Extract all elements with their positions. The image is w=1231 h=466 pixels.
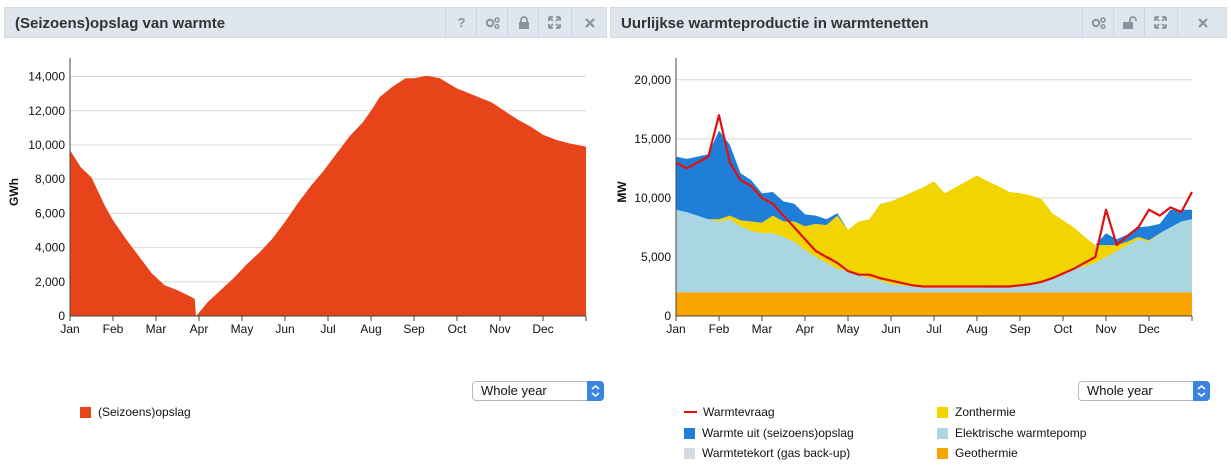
expand-button[interactable] — [1144, 8, 1176, 37]
legend-swatch — [684, 411, 697, 413]
legend-label: Warmtetekort (gas back-up) — [702, 446, 851, 460]
storage-panel: (Seizoens)opslag van warmte ? 0 2,000 4,00… — [4, 7, 607, 462]
x-tick-label: May — [837, 322, 860, 336]
settings-button[interactable] — [1082, 8, 1114, 37]
legend-item[interactable]: Warmte uit (seizoens)opslag — [684, 426, 854, 440]
legend-swatch — [80, 406, 91, 418]
unlock-icon — [1122, 16, 1137, 29]
y-tick-label: 12,000 — [28, 104, 65, 118]
legend-label: Zonthermie — [955, 405, 1016, 419]
legend-swatch — [937, 447, 948, 459]
legend-label: Warmtevraag — [703, 405, 775, 419]
y-tick-label: 2,000 — [35, 275, 65, 289]
legend-label: Elektrische warmtepomp — [955, 426, 1087, 440]
y-tick-label: 10,000 — [28, 138, 65, 152]
x-tick-label: Oct — [1054, 322, 1073, 336]
panel-header: (Seizoens)opslag van warmte ? — [4, 7, 607, 38]
y-tick-label: 20,000 — [634, 73, 671, 87]
legend-item[interactable]: Zonthermie — [937, 405, 1016, 419]
chevron-down-icon — [587, 381, 604, 401]
legend-item[interactable]: Elektrische warmtepomp — [937, 426, 1086, 440]
area-series — [676, 130, 1192, 246]
y-axis-label: MW — [615, 181, 629, 203]
x-tick-label: Dec — [1138, 322, 1159, 336]
legend-swatch — [937, 427, 948, 439]
close-button[interactable] — [571, 8, 607, 37]
y-tick-label: 15,000 — [634, 132, 671, 146]
legend-item[interactable]: Geothermie — [937, 446, 1018, 460]
x-tick-label: Oct — [448, 322, 467, 336]
area-series — [676, 175, 1192, 288]
panel-title: Uurlijkse warmteproductie in warmtenette… — [621, 15, 929, 32]
panel-header: Uurlijkse warmteproductie in warmtenette… — [610, 7, 1227, 38]
y-tick-label: 5,000 — [641, 250, 671, 264]
expand-icon — [1154, 16, 1167, 29]
y-tick-label: 8,000 — [35, 172, 65, 186]
x-tick-label: Sep — [403, 322, 425, 336]
legend-label: (Seizoens)opslag — [98, 405, 191, 419]
settings-button[interactable] — [476, 8, 508, 37]
x-tick-label: Aug — [360, 322, 381, 336]
x-tick-label: Apr — [796, 322, 815, 336]
production-chart: 0 5,000 10,000 15,000 20,000 Jan Feb Mar Apr May J… — [615, 58, 1193, 336]
x-tick-label: Mar — [146, 322, 167, 336]
x-tick-label: Apr — [190, 322, 209, 336]
y-tick-label: 0 — [664, 309, 671, 323]
x-tick-label: Aug — [966, 322, 987, 336]
unlock-button[interactable] — [1113, 8, 1145, 37]
x-tick-label: Jun — [881, 322, 900, 336]
x-tick-label: Jan — [60, 322, 79, 336]
x-tick-label: Feb — [103, 322, 124, 336]
settings-icon — [485, 16, 500, 29]
period-select[interactable]: Whole year — [1078, 381, 1210, 401]
legend-item[interactable]: Warmtevraag — [684, 405, 775, 419]
help-icon: ? — [457, 15, 466, 30]
y-tick-label: 10,000 — [634, 191, 671, 205]
legend-label: Geothermie — [955, 446, 1018, 460]
y-tick-label: 4,000 — [35, 241, 65, 255]
panel-title: (Seizoens)opslag van warmte — [15, 15, 226, 32]
settings-icon — [1091, 16, 1106, 29]
y-tick-label: 14,000 — [28, 70, 65, 84]
x-tick-label: Nov — [1095, 322, 1116, 336]
storage-chart: 0 2,000 4,000 6,000 8,000 10,000 12,000 14,000 J… — [7, 58, 587, 336]
lock-icon — [518, 16, 529, 29]
demand-line — [675, 114, 1193, 288]
legend-swatch — [937, 406, 948, 418]
expand-button[interactable] — [538, 8, 570, 37]
y-tick-label: 6,000 — [35, 206, 65, 220]
x-tick-label: Dec — [532, 322, 553, 336]
close-icon — [584, 17, 595, 28]
legend-swatch — [684, 447, 695, 459]
legend-swatch — [684, 427, 695, 439]
x-tick-label: Jun — [275, 322, 294, 336]
x-tick-label: Jan — [666, 322, 685, 336]
expand-icon — [548, 16, 561, 29]
area-series — [676, 292, 1192, 316]
close-icon — [1197, 17, 1208, 28]
production-panel: Uurlijkse warmteproductie in warmtenette… — [610, 7, 1227, 462]
x-tick-label: Feb — [709, 322, 730, 336]
legend-label: Warmte uit (seizoens)opslag — [702, 426, 854, 440]
close-button[interactable] — [1177, 8, 1227, 37]
legend-item[interactable]: (Seizoens)opslag — [80, 405, 191, 419]
x-tick-label: Jul — [926, 322, 941, 336]
period-select-value: Whole year — [1087, 383, 1153, 398]
chevron-down-icon — [1193, 381, 1210, 401]
period-select-value: Whole year — [481, 383, 547, 398]
y-tick-label: 0 — [58, 309, 65, 323]
legend-item[interactable]: Warmtetekort (gas back-up) — [684, 446, 850, 460]
storage-area — [70, 75, 586, 316]
y-axis-label: GWh — [7, 178, 21, 206]
lock-button[interactable] — [507, 8, 539, 37]
x-tick-label: Mar — [752, 322, 773, 336]
x-tick-label: Jul — [320, 322, 335, 336]
period-select[interactable]: Whole year — [472, 381, 604, 401]
x-tick-label: May — [231, 322, 254, 336]
x-tick-label: Sep — [1009, 322, 1031, 336]
x-tick-label: Nov — [489, 322, 510, 336]
area-series — [676, 209, 1192, 293]
help-button[interactable]: ? — [445, 8, 477, 37]
